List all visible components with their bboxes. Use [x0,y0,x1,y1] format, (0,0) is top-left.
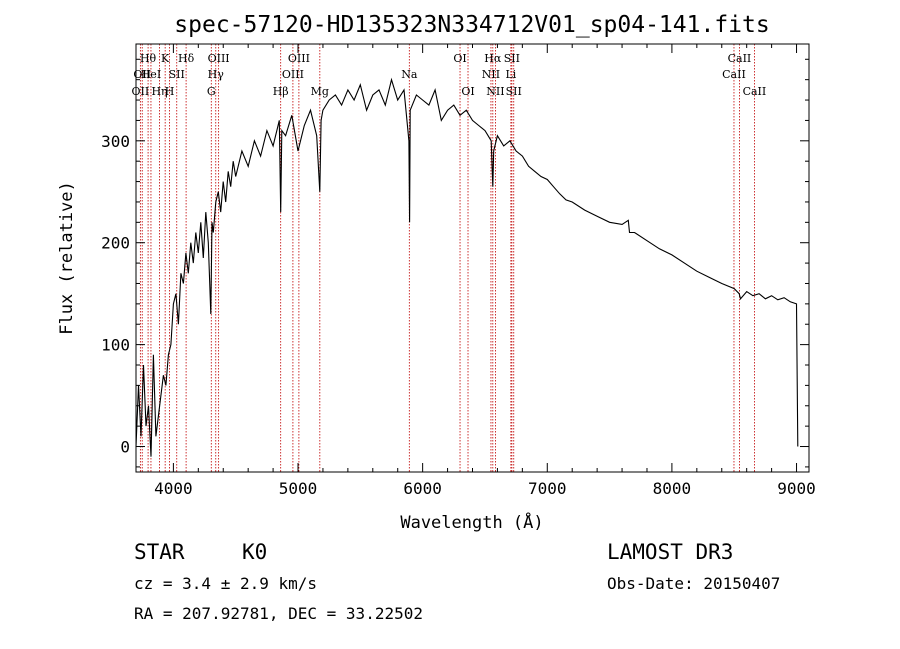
line-label-9: G [207,85,216,98]
line-label-8: Hδ [178,52,195,65]
x-axis-label: Wavelength (Å) [400,511,543,533]
y-axis-label: Flux (relative) [57,181,77,335]
line-label-11: OIII [208,52,230,65]
line-label-12: Hβ [273,85,289,98]
line-label-1: OII [133,68,151,81]
x-tick-label-7000: 7000 [528,479,567,498]
line-label-5: K [161,52,170,65]
x-tick-label-8000: 8000 [653,479,692,498]
line-label-21: NII [486,85,504,98]
line-label-7: SII [169,68,185,81]
line-label-25: CaII [722,68,746,81]
x-tick-label-9000: 9000 [777,479,816,498]
line-label-18: OI [461,85,474,98]
flux-series-line [135,77,799,457]
redshift-cz: cz = 3.4 ± 2.9 km/s [134,574,318,593]
line-label-13: OIII [282,68,304,81]
x-tick-label-6000: 6000 [403,479,442,498]
x-tick-label-5000: 5000 [279,479,318,498]
y-tick-label-0: 0 [120,438,130,457]
object-subclass: K0 [242,540,268,564]
line-label-27: CaII [743,85,767,98]
line-label-17: OI [453,52,466,65]
object-type: STAR [134,540,185,564]
chart-title: spec-57120-HD135323N334712V01_sp04-141.f… [174,12,769,38]
x-axis-ticks: 4000 5000 6000 7000 8000 9000 [154,44,816,498]
survey-label: LAMOST DR3 [607,540,734,564]
x-tick-label-4000: 4000 [154,479,193,498]
line-label-16: Na [401,68,418,81]
line-label-22: Li [505,68,516,81]
observation-date: Obs-Date: 20150407 [607,574,781,593]
line-label-10: Hγ [208,68,225,81]
line-label-15: Mg [311,85,329,98]
line-label-24: SII [506,85,522,98]
line-label-14: OIII [288,52,310,65]
ra-dec-coordinates: RA = 207.92781, DEC = 33.22502 [134,604,423,623]
line-label-0: OII [132,85,150,98]
line-label-20: Hα [484,52,502,65]
y-tick-label-300: 300 [101,132,130,151]
y-tick-label-200: 200 [101,234,130,253]
y-axis-ticks: 0 100 200 300 [101,58,809,468]
spectrum-chart: spec-57120-HD135323N334712V01_sp04-141.f… [57,12,816,533]
plot-frame [135,43,810,473]
line-label-2: Hθ [140,52,157,65]
line-marker-group [139,44,755,472]
y-tick-label-100: 100 [101,336,130,355]
line-label-6: H [165,85,175,98]
line-label-4: Hη [151,85,167,98]
line-label-3: HeI [141,68,161,81]
line-label-23: SII [504,52,520,65]
line-label-19: NII [482,68,500,81]
line-label-26: CaII [728,52,752,65]
line-label-group: OII OII Hθ HeI Hη K H SII Hδ G Hγ OIII Hβ OIII OIII Mg N… [132,52,767,98]
